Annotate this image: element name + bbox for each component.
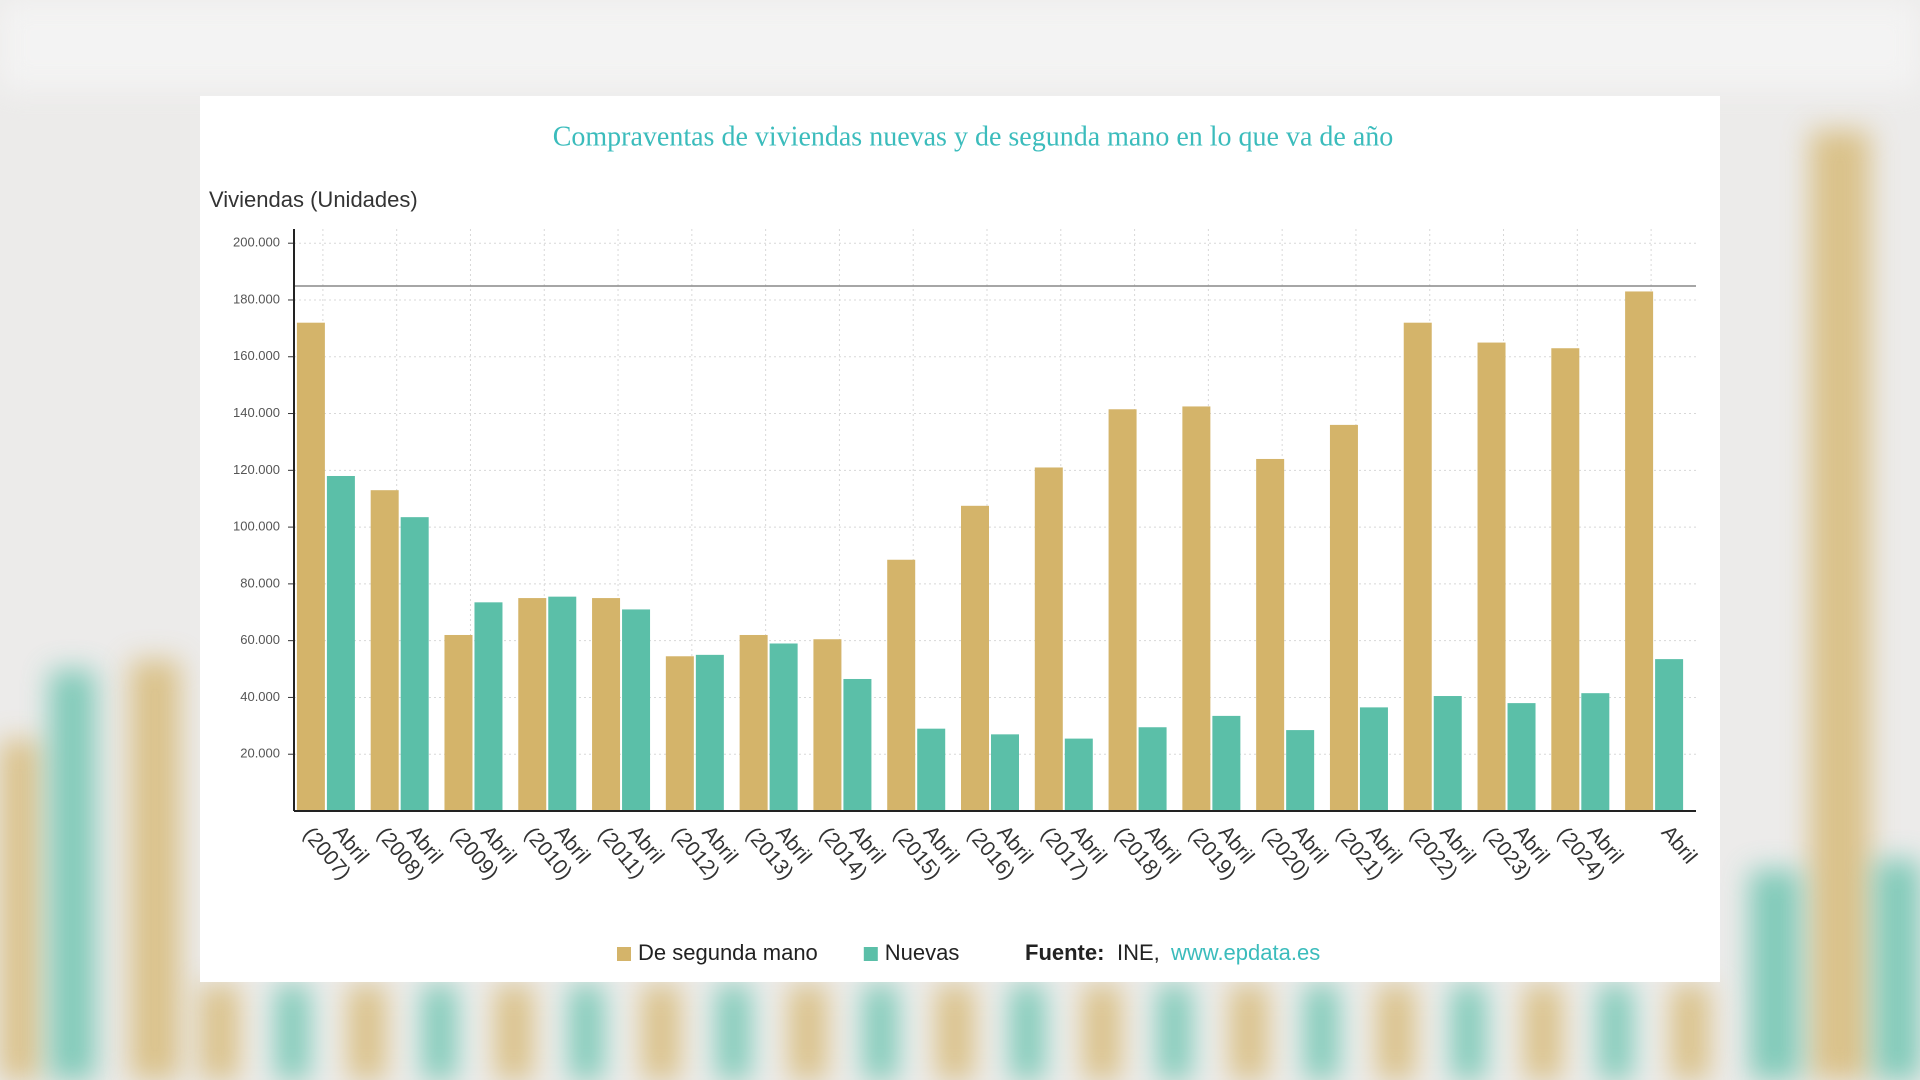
blur-bar xyxy=(1750,870,1800,1080)
bar xyxy=(1108,409,1137,811)
bar xyxy=(1477,342,1506,811)
bar xyxy=(1551,348,1580,811)
y-tick-label: 100.000 xyxy=(233,519,280,534)
bar xyxy=(474,602,503,811)
bar xyxy=(1182,406,1211,811)
y-tick-label: 40.000 xyxy=(240,689,280,704)
bar xyxy=(991,734,1019,811)
bar xyxy=(1329,424,1358,811)
y-tick-label: 80.000 xyxy=(240,575,280,590)
bar xyxy=(1655,659,1684,811)
bar xyxy=(843,678,872,811)
bar xyxy=(518,598,547,811)
blur-bars-bottom xyxy=(200,985,1720,1080)
y-tick-label: 20.000 xyxy=(240,746,280,761)
bar xyxy=(695,654,724,811)
bar xyxy=(1403,322,1432,811)
bar xyxy=(622,609,651,811)
bar xyxy=(1359,707,1388,811)
bar xyxy=(296,322,325,811)
bar xyxy=(1581,693,1610,811)
y-tick-label: 140.000 xyxy=(233,405,280,420)
bar xyxy=(370,490,399,811)
y-axis-title: Viviendas (Unidades) xyxy=(209,187,418,212)
bar xyxy=(665,656,694,811)
y-tick-label: 200.000 xyxy=(233,235,280,250)
bar xyxy=(917,728,946,811)
bar xyxy=(1625,291,1654,812)
y-tick-label: 60.000 xyxy=(240,632,280,647)
blur-bar xyxy=(1810,130,1870,1080)
bar xyxy=(769,643,798,811)
legend-swatch xyxy=(863,947,878,961)
bar xyxy=(1286,730,1315,811)
bar xyxy=(1433,696,1462,811)
bar xyxy=(1256,458,1285,811)
bar xyxy=(326,475,355,811)
bar xyxy=(592,598,621,811)
y-tick-label: 120.000 xyxy=(233,462,280,477)
blur-band xyxy=(0,0,1920,90)
chart-title: Compraventas de viviendas nuevas y de se… xyxy=(553,121,1394,152)
blur-bar xyxy=(130,660,180,1080)
legend-swatch xyxy=(617,947,631,961)
bar xyxy=(887,559,916,811)
bar xyxy=(400,517,429,811)
bar xyxy=(1138,727,1167,811)
bar xyxy=(813,639,842,811)
y-tick-label: 180.000 xyxy=(233,291,280,306)
blur-bar xyxy=(1875,860,1920,1080)
source-label: Fuente: xyxy=(1025,940,1104,965)
source-text: INE, xyxy=(1117,940,1160,965)
bar xyxy=(444,634,473,811)
bar xyxy=(739,634,768,811)
bar xyxy=(548,596,577,811)
bar xyxy=(1212,715,1241,811)
bar xyxy=(1064,738,1093,811)
bar xyxy=(1507,703,1536,811)
bar xyxy=(1034,467,1063,811)
y-tick-label: 160.000 xyxy=(233,348,280,363)
legend-label: Nuevas xyxy=(885,940,960,965)
legend-label: De segunda mano xyxy=(638,940,818,965)
blur-bar xyxy=(50,670,95,1080)
blur-bar xyxy=(0,740,40,1080)
bar xyxy=(961,505,989,811)
legend: Fuente: INE, www.epdata.es De segunda ma… xyxy=(617,940,1320,965)
source-link[interactable]: www.epdata.es xyxy=(1170,940,1320,965)
